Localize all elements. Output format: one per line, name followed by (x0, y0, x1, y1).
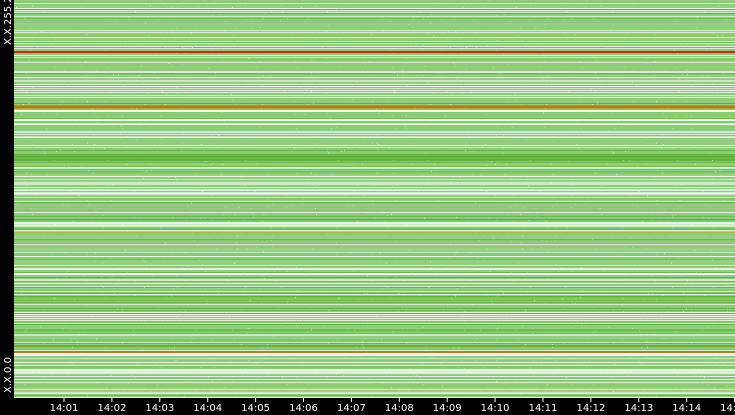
x-axis: 14:01 14:02 14:03 14:04 14:05 14:06 14:07 14:08… (50, 398, 735, 414)
x-tick-label: 14:09 (433, 403, 462, 414)
x-tick-label: 14:14 (672, 403, 701, 414)
x-tick-label: 14:12 (576, 403, 605, 414)
x-tick-label: 14:10 (481, 403, 510, 414)
x-tick-label: 14:13 (624, 403, 653, 414)
x-tick-label: 14:11 (529, 403, 558, 414)
x-tick-label: 14:06 (289, 403, 318, 414)
noise-overlay (14, 0, 735, 398)
y-label: X.X.0.0 (3, 357, 14, 393)
x-tick-label: 14:15 (720, 403, 735, 414)
x-tick-label: 14:05 (241, 403, 270, 414)
highlight-lines (14, 51, 735, 353)
x-tick-label: 14:03 (145, 403, 174, 414)
y-label: X.X.255.255 (3, 0, 14, 45)
x-tick-label: 14:04 (193, 403, 222, 414)
x-tick-label: 14:01 (50, 403, 79, 414)
x-tick-label: 14:02 (97, 403, 126, 414)
x-tick-label: 14:07 (337, 403, 366, 414)
x-tick-label: 14:08 (385, 403, 414, 414)
